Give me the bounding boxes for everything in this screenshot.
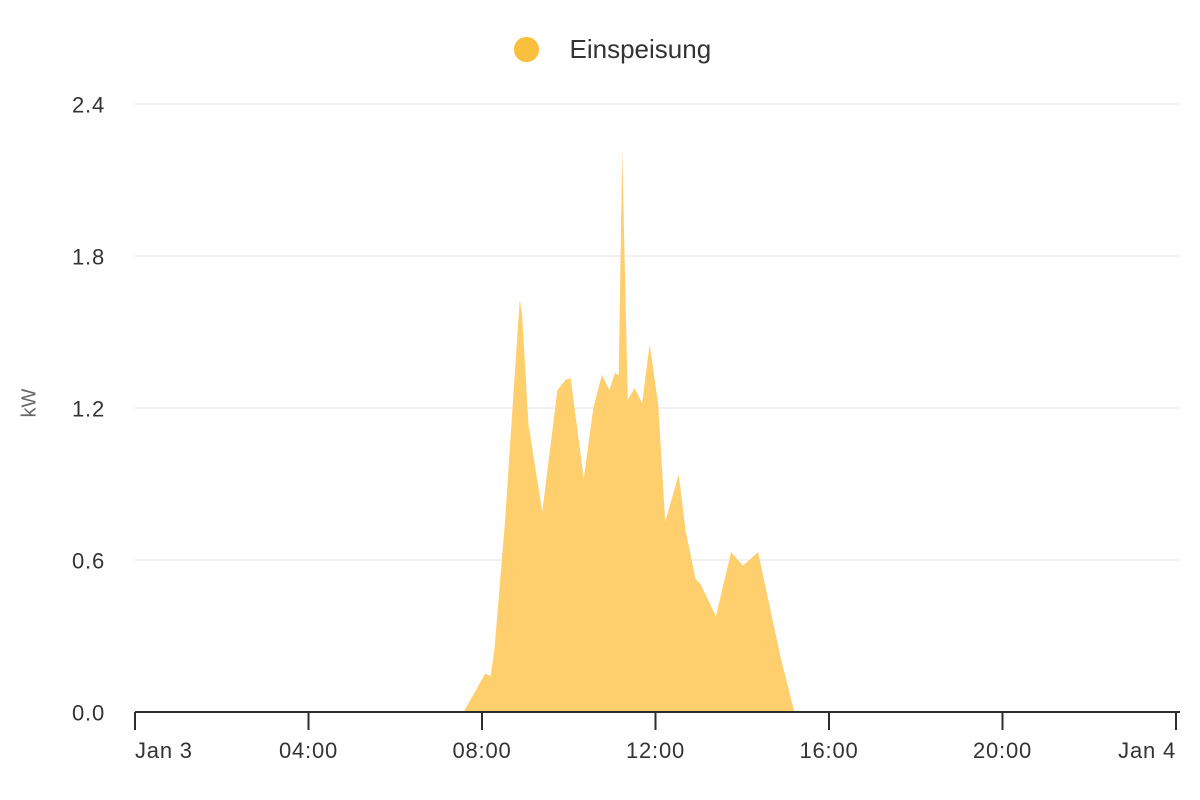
svg-text:2.4: 2.4	[72, 92, 105, 117]
svg-text:20:00: 20:00	[973, 738, 1032, 763]
svg-text:0.0: 0.0	[72, 700, 105, 725]
svg-text:1.2: 1.2	[72, 396, 105, 421]
svg-text:08:00: 08:00	[452, 738, 511, 763]
svg-text:16:00: 16:00	[799, 738, 858, 763]
svg-text:1.8: 1.8	[72, 244, 105, 269]
svg-text:Jan 4: Jan 4	[1118, 738, 1176, 763]
svg-text:12:00: 12:00	[626, 738, 685, 763]
svg-text:Jan 3: Jan 3	[135, 738, 193, 763]
svg-text:0.6: 0.6	[72, 548, 105, 573]
svg-text:04:00: 04:00	[279, 738, 338, 763]
